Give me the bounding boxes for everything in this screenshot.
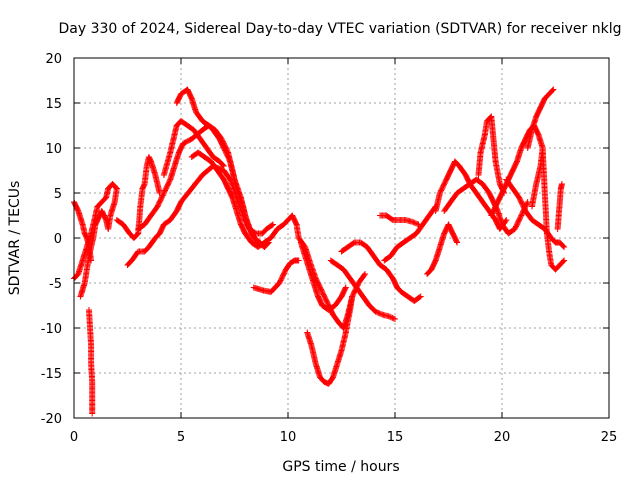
y-tick-label: -15 [41, 367, 62, 382]
series-arc-10 [188, 149, 302, 250]
series-arc-27 [554, 181, 565, 232]
data-point-markers [77, 185, 120, 300]
axis-ticks: 0 5 10 15 20 25 -20 -15 -10 -5 0 5 10 15 20 [41, 52, 618, 445]
data-point-markers [304, 293, 356, 387]
y-tick-label: 20 [45, 52, 62, 67]
y-tick-label: -5 [49, 277, 62, 292]
data-point-markers [377, 212, 422, 228]
x-tick-label: 10 [280, 430, 297, 445]
x-tick-label: 0 [70, 430, 78, 445]
data-point-markers [338, 239, 424, 304]
x-tick-label: 15 [387, 430, 404, 445]
x-tick-label: 25 [601, 430, 618, 445]
data-point-markers [327, 257, 398, 322]
x-tick-label: 20 [494, 430, 511, 445]
series-arc-25 [524, 86, 557, 151]
data-point-markers [85, 307, 96, 417]
data-point-markers [160, 118, 227, 178]
data-point-markers [381, 203, 439, 264]
series-arc-19 [424, 221, 461, 277]
y-tick-label: -20 [41, 412, 62, 427]
data-point-markers [250, 257, 302, 295]
data-point-markers [528, 145, 568, 273]
data-point-markers [524, 86, 557, 151]
series-arc-4 [85, 307, 96, 417]
series-arc-13 [304, 293, 356, 387]
series-arc-18 [377, 212, 422, 228]
series-arc-5 [113, 154, 163, 241]
series-arc-26 [528, 145, 568, 273]
x-axis-label: GPS time / hours [282, 459, 399, 475]
data-point-markers [173, 86, 264, 246]
y-axis-label: SDTVAR / TECUs [7, 181, 23, 296]
y-tick-label: 15 [45, 97, 62, 112]
series-arc-11 [250, 257, 302, 295]
y-tick-label: 10 [45, 142, 62, 157]
x-tick-label: 5 [177, 430, 185, 445]
data-point-markers [554, 181, 565, 232]
series-arc-9 [173, 86, 264, 246]
data-point-markers [113, 154, 163, 241]
y-tick-label: 5 [54, 187, 62, 202]
series-arc-15 [327, 257, 398, 322]
data-point-markers [424, 221, 461, 277]
series-arc-17 [381, 203, 439, 264]
chart-title: Day 330 of 2024, Sidereal Day-to-day VTE… [59, 21, 622, 37]
series-arc-22 [475, 113, 508, 196]
data-point-markers [188, 149, 302, 250]
y-tick-label: 0 [54, 232, 62, 247]
series-arc-3 [77, 185, 120, 300]
series-arc-16 [338, 239, 424, 304]
y-tick-label: -10 [41, 322, 62, 337]
data-points [71, 86, 568, 417]
series-arc-8 [160, 118, 227, 178]
data-point-markers [475, 113, 508, 196]
